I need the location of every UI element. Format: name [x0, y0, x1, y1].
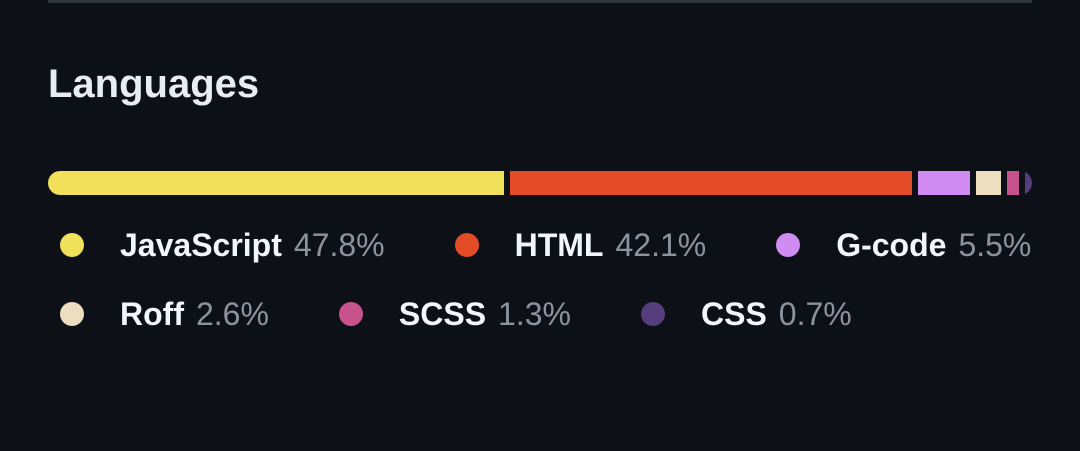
bar-segment — [1006, 171, 1020, 195]
legend-item[interactable]: CSS 0.7% — [640, 291, 852, 337]
language-percent: 0.7% — [778, 295, 852, 332]
legend-item[interactable]: HTML 42.1% — [454, 222, 707, 268]
legend-dot — [776, 233, 801, 257]
language-name: SCSS — [398, 295, 487, 332]
legend-item[interactable]: JavaScript 47.8% — [60, 222, 385, 268]
language-percent: 42.1% — [615, 226, 707, 263]
legend-dot — [454, 233, 479, 257]
legend-dot — [60, 233, 84, 257]
language-legend: JavaScript 47.8% HTML 42.1% G-code 5.5% Roff 2.… — [60, 222, 1032, 337]
language-name: G-code — [836, 226, 947, 263]
bar-segment — [976, 171, 1001, 195]
bar-segment — [917, 171, 971, 195]
legend-dot — [338, 302, 363, 326]
divider — [48, 0, 1032, 3]
language-percent: 5.5% — [958, 226, 1032, 263]
language-name: CSS — [700, 295, 767, 332]
language-percent: 47.8% — [293, 226, 385, 263]
legend-dot — [640, 302, 665, 326]
legend-item[interactable]: Roff 2.6% — [60, 291, 269, 337]
language-name: JavaScript — [120, 226, 282, 263]
language-percent: 2.6% — [195, 295, 269, 332]
bar-segment — [510, 171, 912, 195]
legend-item[interactable]: SCSS 1.3% — [338, 291, 571, 337]
language-name: Roff — [120, 295, 184, 332]
legend-item[interactable]: G-code 5.5% — [776, 222, 1031, 268]
legend-dot — [60, 302, 84, 326]
bar-segment — [1025, 171, 1032, 195]
bar-segment — [48, 171, 505, 195]
language-name: HTML — [514, 226, 604, 263]
language-bar — [48, 171, 1032, 195]
language-percent: 1.3% — [498, 295, 571, 332]
section-title: Languages — [48, 62, 260, 106]
